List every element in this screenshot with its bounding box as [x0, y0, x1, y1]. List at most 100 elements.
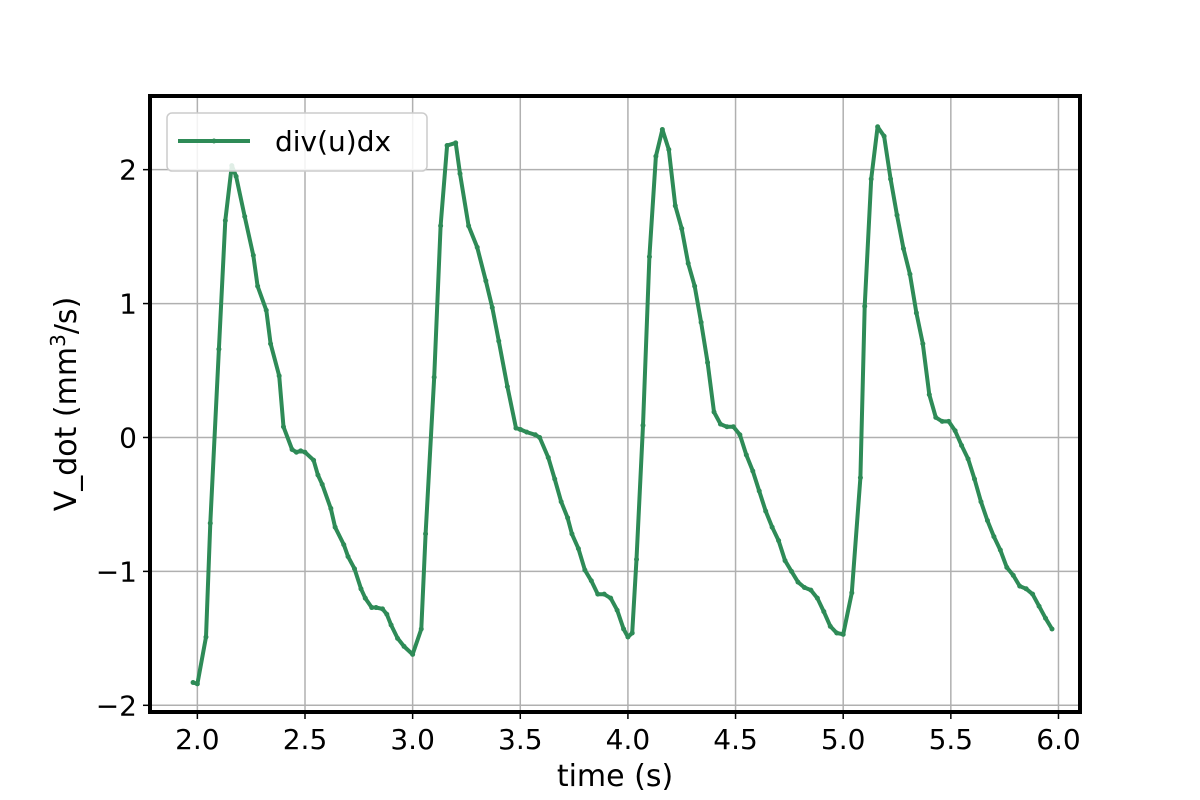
data-point — [646, 254, 652, 260]
data-point — [190, 680, 196, 686]
data-point — [743, 452, 749, 458]
data-point — [959, 443, 965, 449]
data-point — [222, 218, 228, 224]
data-point — [939, 418, 945, 424]
data-point — [358, 586, 364, 592]
x-tick-label: 3.5 — [498, 723, 543, 756]
data-point — [595, 591, 601, 597]
data-point — [1030, 591, 1036, 597]
data-point — [311, 457, 317, 463]
data-point — [207, 520, 213, 526]
data-point — [991, 534, 997, 540]
data-point — [423, 531, 429, 537]
legend-marker — [211, 138, 217, 144]
y-tick-label: 1 — [119, 288, 137, 321]
data-point — [692, 283, 698, 289]
data-point — [920, 341, 926, 347]
data-point — [769, 524, 775, 530]
data-point — [946, 418, 952, 424]
data-point — [608, 595, 614, 601]
data-point — [1017, 583, 1023, 589]
data-point — [972, 476, 978, 482]
x-tick-label: 2.5 — [283, 723, 328, 756]
data-point — [293, 449, 299, 455]
data-point — [466, 223, 472, 229]
data-point — [634, 556, 640, 562]
data-point — [255, 283, 261, 289]
data-point — [395, 635, 401, 641]
data-point — [362, 595, 368, 601]
data-point — [474, 244, 480, 250]
data-point — [801, 584, 807, 590]
data-point — [319, 481, 325, 487]
x-tick-label: 3.0 — [390, 723, 435, 756]
x-axis-label: time (s) — [557, 759, 673, 794]
data-point — [242, 214, 248, 220]
data-point — [565, 515, 571, 521]
data-point — [952, 428, 958, 434]
legend: div(u)dx — [166, 112, 428, 172]
data-point — [900, 246, 906, 252]
data-point — [849, 590, 855, 596]
legend-label: div(u)dx — [275, 125, 391, 158]
data-point — [496, 338, 502, 344]
data-point — [1004, 564, 1010, 570]
data-point — [552, 476, 558, 482]
data-point — [489, 305, 495, 311]
data-point — [840, 631, 846, 637]
data-point — [857, 475, 863, 481]
y-axis-label-superscript: 3 — [46, 334, 70, 347]
data-point — [614, 607, 620, 613]
data-point — [280, 424, 286, 430]
data-point — [629, 630, 635, 636]
data-point — [881, 133, 887, 139]
data-point — [558, 499, 564, 505]
data-point — [894, 212, 900, 218]
data-point — [1049, 626, 1055, 632]
plot-frame — [148, 94, 1082, 714]
data-point — [345, 554, 351, 560]
data-point — [418, 626, 424, 632]
data-point — [789, 568, 795, 574]
data-point — [672, 203, 678, 209]
data-point — [575, 546, 581, 552]
grid-lines — [150, 96, 1080, 712]
data-point — [875, 124, 881, 130]
legend-box — [166, 112, 428, 172]
data-point — [532, 432, 538, 438]
data-point — [827, 623, 833, 629]
data-point — [276, 373, 282, 379]
data-point — [717, 421, 723, 427]
data-point — [289, 447, 295, 453]
data-point — [888, 176, 894, 182]
data-point — [384, 611, 390, 617]
data-point — [268, 341, 274, 347]
data-point — [352, 566, 358, 572]
x-tick-label: 5.0 — [821, 723, 866, 756]
data-point — [373, 605, 379, 611]
data-point — [1036, 603, 1042, 609]
x-tick-label: 4.5 — [713, 723, 758, 756]
data-point — [369, 605, 375, 611]
data-point — [907, 271, 913, 277]
y-tick-label: 0 — [119, 421, 137, 454]
x-tick-label: 6.0 — [1036, 723, 1081, 756]
data-point — [582, 567, 588, 573]
data-point — [625, 634, 631, 640]
data-point — [984, 518, 990, 524]
data-point — [640, 422, 646, 428]
data-point — [737, 432, 743, 438]
data-point — [621, 626, 627, 632]
data-point — [298, 448, 304, 454]
data-point — [868, 176, 874, 182]
data-point — [457, 171, 463, 177]
data-point — [808, 587, 814, 593]
data-point — [679, 226, 685, 232]
data-point — [965, 456, 971, 462]
data-point — [537, 434, 543, 440]
series-line — [191, 124, 1054, 686]
data-point — [341, 542, 347, 548]
data-point — [453, 140, 459, 146]
x-tick-label: 2.0 — [175, 723, 220, 756]
data-point — [250, 252, 256, 258]
